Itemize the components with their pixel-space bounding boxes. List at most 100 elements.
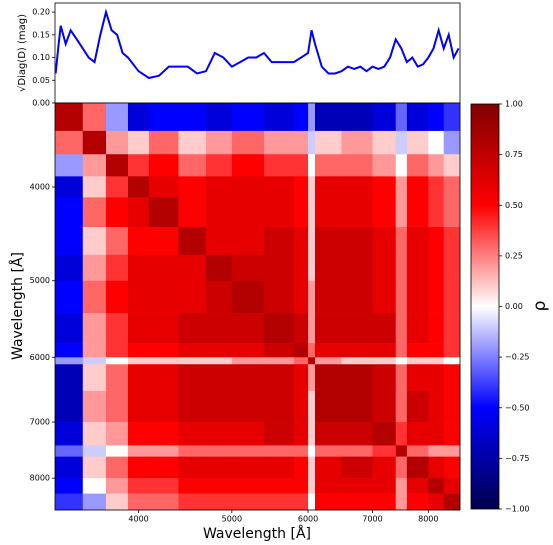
heatmap-cell <box>148 154 179 177</box>
x-tick-label: 8000 <box>418 515 438 524</box>
heatmap-cell <box>443 445 461 457</box>
heatmap-cell <box>178 422 207 446</box>
heatmap-cell <box>106 364 129 392</box>
heatmap-cell <box>372 103 397 132</box>
heatmap-cell <box>264 456 295 479</box>
heatmap-cell <box>293 364 309 392</box>
heatmap-cell <box>293 456 309 479</box>
heatmap-cell <box>264 313 295 344</box>
heatmap-cell <box>372 493 397 511</box>
heatmap-cell <box>82 254 107 282</box>
heatmap-cell <box>178 197 207 228</box>
heatmap-cell <box>406 176 429 198</box>
heatmap-cell <box>308 364 316 392</box>
heatmap-cell <box>178 493 207 511</box>
heatmap-cell <box>55 103 84 132</box>
heatmap-cell <box>395 478 408 494</box>
heatmap-cell <box>308 176 316 198</box>
heatmap-cell <box>178 176 207 198</box>
heatmap-cell <box>55 364 84 392</box>
x-tick-label: 6000 <box>298 515 318 524</box>
heatmap-cell <box>148 313 179 344</box>
heatmap-cell <box>314 227 342 256</box>
heatmap-cell <box>178 254 207 282</box>
heatmap-cell <box>443 154 461 177</box>
heatmap-cell <box>231 445 265 457</box>
heatmap-cell <box>395 197 408 228</box>
heatmap-cell <box>82 456 107 479</box>
heatmap-cell <box>264 227 295 256</box>
heatmap-cell <box>128 357 150 365</box>
heatmap-cell <box>314 364 342 392</box>
heatmap-cell <box>308 357 316 365</box>
y-label: Wavelength [Å] <box>9 252 26 360</box>
heatmap-cell <box>205 357 233 365</box>
y-tick-label: 0.20 <box>32 8 50 17</box>
colorbar-tick-label: 0.50 <box>505 201 523 210</box>
heatmap-cell <box>106 313 129 344</box>
heatmap-cell <box>308 103 316 132</box>
heatmap-cell <box>231 154 265 177</box>
heatmap-cell <box>106 227 129 256</box>
heatmap-cell <box>178 130 207 155</box>
heatmap-cell <box>128 227 150 256</box>
heatmap-cell <box>406 364 429 392</box>
heatmap-cell <box>205 280 233 314</box>
heatmap-cell <box>128 254 150 282</box>
heatmap-cell <box>128 390 150 423</box>
heatmap-cell <box>341 254 373 282</box>
heatmap-cell <box>106 357 129 365</box>
heatmap-cell <box>428 103 445 132</box>
heatmap-cell <box>314 478 342 494</box>
axes-frame <box>54 102 461 511</box>
heatmap-cell <box>395 422 408 446</box>
heatmap-cell <box>205 343 233 358</box>
heatmap-cell <box>55 343 84 358</box>
heatmap-cell <box>231 197 265 228</box>
heatmap-cell <box>178 280 207 314</box>
heatmap-cell <box>128 364 150 392</box>
heatmap-cell <box>82 313 107 344</box>
heatmap-cell <box>231 254 265 282</box>
heatmap-cell <box>82 343 107 358</box>
heatmap-cell <box>406 343 429 358</box>
heatmap-cell <box>293 313 309 344</box>
x-label: Wavelength [Å] <box>203 525 311 542</box>
heatmap-cell <box>443 390 461 423</box>
heatmap-cell <box>231 390 265 423</box>
heatmap-cell <box>341 478 373 494</box>
heatmap-cell <box>406 357 429 365</box>
heatmap-cell <box>443 313 461 344</box>
heatmap-cell <box>231 227 265 256</box>
heatmap-cell <box>443 280 461 314</box>
heatmap-cell <box>406 154 429 177</box>
heatmap-cell <box>372 390 397 423</box>
heatmap-cell <box>264 154 295 177</box>
heatmap-cell <box>341 357 373 365</box>
heatmap-cell <box>264 478 295 494</box>
heatmap-cell <box>55 422 84 446</box>
heatmap-cell <box>406 103 429 132</box>
heatmap-cell <box>308 456 316 479</box>
heatmap-cell <box>314 254 342 282</box>
heatmap-cell <box>293 343 309 358</box>
heatmap-cell <box>293 445 309 457</box>
colorbar-tick-label: −1.00 <box>505 505 530 514</box>
heatmap-cell <box>314 456 342 479</box>
heatmap-cell <box>106 197 129 228</box>
heatmap-cell <box>148 445 179 457</box>
heatmap-cell <box>205 313 233 344</box>
heatmap-cell <box>231 313 265 344</box>
heatmap-cell <box>293 493 309 511</box>
heatmap-cell <box>178 357 207 365</box>
heatmap-cell <box>128 478 150 494</box>
heatmap-cell <box>82 445 107 457</box>
heatmap-cell <box>264 130 295 155</box>
heatmap-cell <box>395 254 408 282</box>
heatmap-cell <box>341 130 373 155</box>
heatmap-cell <box>106 343 129 358</box>
heatmap-cell <box>314 197 342 228</box>
heatmap-cell <box>128 197 150 228</box>
heatmap-cell <box>372 343 397 358</box>
